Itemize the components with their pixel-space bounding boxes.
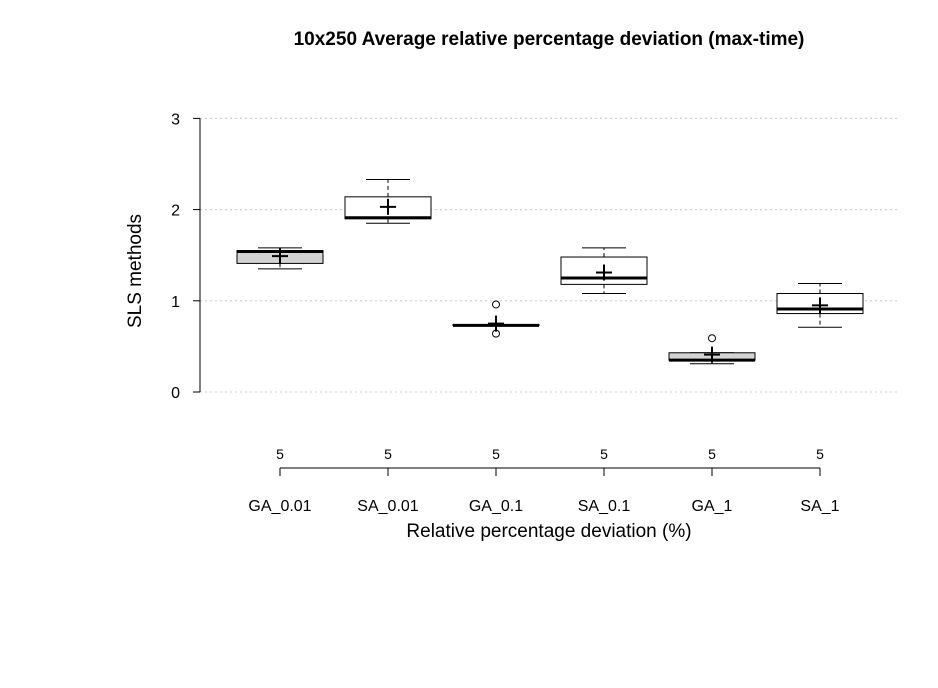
outlier-point xyxy=(708,334,716,343)
x-axis: 5 GA_0.01 5 SA_0.01 5 GA_0.1 5 SA_0.1 5 GA_1 5 SA_1 xyxy=(248,446,839,515)
y-axis: 0 1 2 3 xyxy=(171,111,201,402)
box-SA_0.01 xyxy=(344,179,432,224)
sample-count-label: 5 xyxy=(384,446,392,462)
x-tick-label: SA_1 xyxy=(800,498,839,515)
x-tick-label: SA_0.1 xyxy=(578,498,631,515)
x-axis-label: Relative percentage deviation (%) xyxy=(406,521,691,542)
box-GA_0.1 xyxy=(452,300,540,338)
box-SA_0.1 xyxy=(560,247,648,295)
x-tick-label: SA_0.01 xyxy=(357,498,418,515)
x-tick-label: GA_1 xyxy=(692,498,733,515)
y-tick-label: 3 xyxy=(171,111,180,128)
y-tick-label: 2 xyxy=(171,203,180,220)
sample-count-label: 5 xyxy=(600,446,608,462)
sample-count-label: 5 xyxy=(276,446,284,462)
y-tick-label: 1 xyxy=(171,294,180,311)
sample-count-label: 5 xyxy=(492,446,500,462)
chart-title: 10x250 Average relative percentage devia… xyxy=(294,29,805,50)
x-tick-label: GA_0.01 xyxy=(248,498,311,515)
outlier-point xyxy=(492,300,500,309)
box-GA_1 xyxy=(668,334,756,365)
y-tick-label: 0 xyxy=(171,385,180,402)
box-GA_0.01 xyxy=(236,247,324,270)
box-SA_1 xyxy=(776,282,864,328)
y-axis-label: SLS methods xyxy=(125,214,146,328)
gridlines xyxy=(200,117,900,393)
x-tick-label: GA_0.1 xyxy=(469,498,523,515)
boxes xyxy=(236,179,864,365)
outlier-point xyxy=(492,329,500,338)
sample-count-label: 5 xyxy=(708,446,716,462)
sample-count-label: 5 xyxy=(816,446,824,462)
